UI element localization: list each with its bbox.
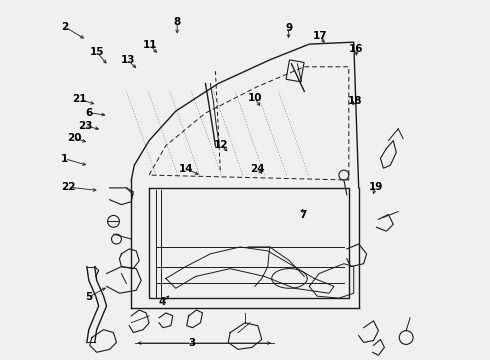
Text: 5: 5 [85,292,93,302]
Text: 16: 16 [349,44,364,54]
Text: 23: 23 [78,121,93,131]
Text: 11: 11 [143,40,158,50]
Text: 13: 13 [121,55,135,65]
Text: 10: 10 [247,94,262,103]
Text: 18: 18 [348,96,363,106]
Text: 15: 15 [90,48,104,57]
Text: 1: 1 [61,154,69,164]
Text: 3: 3 [188,338,196,348]
Text: 6: 6 [85,108,93,118]
Text: 9: 9 [285,23,292,33]
Text: 12: 12 [214,140,228,149]
Text: 19: 19 [368,182,383,192]
Text: 7: 7 [299,211,307,220]
Text: 14: 14 [178,164,193,174]
Text: 17: 17 [313,31,327,41]
Text: 24: 24 [250,164,265,174]
Text: 4: 4 [159,297,166,307]
Text: 8: 8 [173,17,181,27]
Text: 22: 22 [61,182,75,192]
Bar [286,60,304,82]
Text: 2: 2 [61,22,69,32]
Text: 21: 21 [72,94,87,104]
Text: 20: 20 [67,133,82,143]
